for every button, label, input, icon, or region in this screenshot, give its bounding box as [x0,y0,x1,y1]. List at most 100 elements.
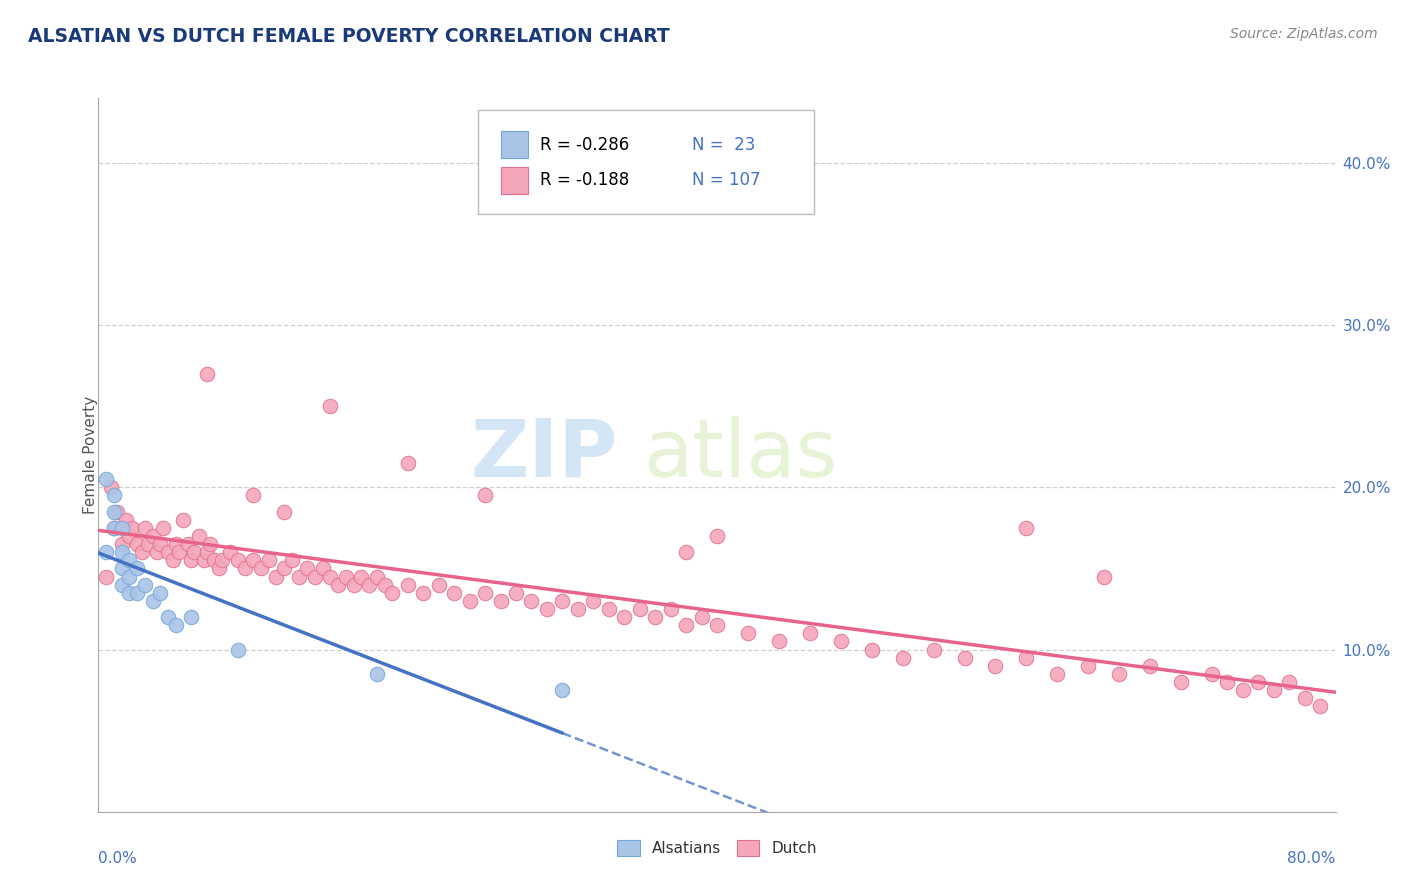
Point [103,521,125,535]
Point [582,594,605,608]
Point [111,561,134,575]
Point [343,577,366,591]
Point [226,553,249,567]
Point [1077,658,1099,673]
Bar [501,167,527,194]
Point [242,553,264,567]
Point [366,569,388,583]
Point [659,602,682,616]
Text: R = -0.188: R = -0.188 [540,171,630,189]
Point [273,505,295,519]
Point [111,577,134,591]
Point [118,586,141,600]
Point [1015,650,1038,665]
Point [706,618,728,632]
Point [180,610,202,624]
Point [1294,691,1316,706]
Point [675,618,697,632]
Text: ZIP: ZIP [471,416,619,494]
Point [1046,666,1069,681]
Point [319,569,342,583]
Point [690,610,713,624]
Point [183,545,205,559]
Point [768,634,790,648]
Point [1201,666,1223,681]
Point [628,602,651,616]
Point [195,367,218,381]
Point [180,553,202,567]
Point [115,513,138,527]
Text: N =  23: N = 23 [692,136,755,153]
Point [1216,675,1239,690]
Point [134,521,156,535]
Point [177,537,200,551]
Point [830,634,852,648]
Point [366,666,388,681]
Point [242,488,264,502]
Point [799,626,821,640]
Point [198,537,221,551]
Point [103,505,125,519]
Point [118,569,141,583]
Point [288,569,311,583]
Point [551,594,574,608]
Point [737,626,759,640]
Point [357,577,380,591]
FancyBboxPatch shape [478,111,814,214]
Point [146,545,169,559]
Point [127,561,149,575]
Point [105,505,128,519]
Text: N = 107: N = 107 [692,171,761,189]
Point [96,569,118,583]
Point [319,399,342,413]
Point [127,537,149,551]
Point [1108,666,1130,681]
Point [211,553,233,567]
Point [111,545,134,559]
Point [1309,699,1331,714]
Y-axis label: Female Poverty: Female Poverty [83,396,97,514]
Point [427,577,450,591]
Point [157,545,180,559]
Text: Source: ZipAtlas.com: Source: ZipAtlas.com [1230,27,1378,41]
Point [208,561,231,575]
Point [297,561,319,575]
Point [136,537,159,551]
Point [257,553,280,567]
Point [188,529,211,543]
Point [644,610,666,624]
Point [266,569,288,583]
Point [134,577,156,591]
Point [396,577,419,591]
Point [142,594,165,608]
Point [195,545,218,559]
Point [152,521,174,535]
Point [350,569,373,583]
Point [613,610,636,624]
Point [103,521,125,535]
Point [891,650,914,665]
Point [100,480,122,494]
Point [374,577,396,591]
Point [96,472,118,486]
Point [1092,569,1115,583]
Point [131,545,153,559]
Point [953,650,976,665]
Point [1015,521,1038,535]
Point [474,488,496,502]
Point [474,586,496,600]
Point [860,642,883,657]
Point [204,553,226,567]
Point [162,553,184,567]
Point [1278,675,1301,690]
Point [396,456,419,470]
Point [505,586,527,600]
Point [1170,675,1192,690]
Point [536,602,558,616]
Point [111,537,134,551]
Point [127,586,149,600]
Point [489,594,512,608]
Point [1232,683,1254,698]
Point [520,594,543,608]
Bar [501,131,527,158]
